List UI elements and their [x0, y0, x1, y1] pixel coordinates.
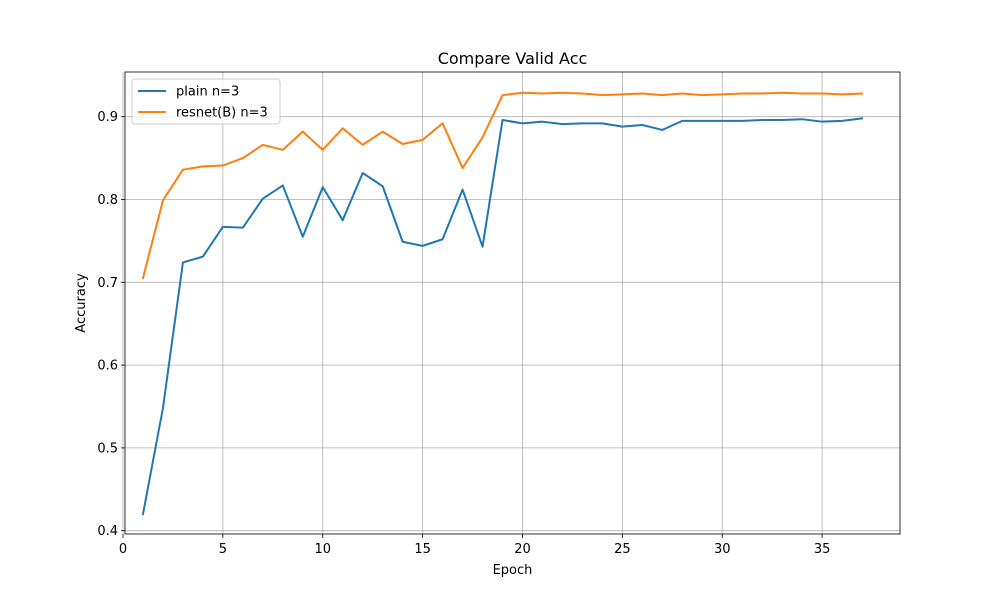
y-tick-label: 0.6	[97, 359, 118, 374]
x-tick-label: 10	[314, 542, 331, 557]
y-tick-label: 0.4	[97, 524, 118, 539]
series-lines	[141, 91, 864, 516]
legend-label-resnet: resnet(B) n=3	[176, 106, 268, 121]
x-tick-label: 0	[119, 542, 127, 557]
plot-frame	[124, 71, 901, 535]
x-tick-label: 20	[514, 542, 531, 557]
y-axis: 0.4 0.5 0.6 0.7 0.8 0.9	[97, 110, 125, 539]
legend-label-plain: plain n=3	[176, 85, 239, 100]
x-tick-label: 35	[814, 542, 831, 557]
x-tick-label: 5	[219, 542, 227, 557]
y-axis-label: Accuracy	[74, 273, 89, 333]
y-tick-label: 0.8	[97, 193, 118, 208]
series-line-plain	[141, 117, 864, 516]
x-tick-label: 25	[614, 542, 631, 557]
y-tick-label: 0.7	[97, 276, 118, 291]
legend: plain n=3 resnet(B) n=3	[131, 78, 281, 125]
x-axis-label: Epoch	[493, 563, 533, 578]
x-axis: 0 5 10 15 20 25 30 35	[119, 534, 831, 557]
legend-box	[131, 78, 281, 125]
chart-title: Compare Valid Acc	[438, 49, 588, 68]
x-tick-label: 15	[414, 542, 431, 557]
series-line-resnet	[141, 91, 864, 280]
y-tick-label: 0.5	[97, 441, 118, 456]
x-tick-label: 30	[714, 542, 731, 557]
y-tick-label: 0.9	[97, 110, 118, 125]
